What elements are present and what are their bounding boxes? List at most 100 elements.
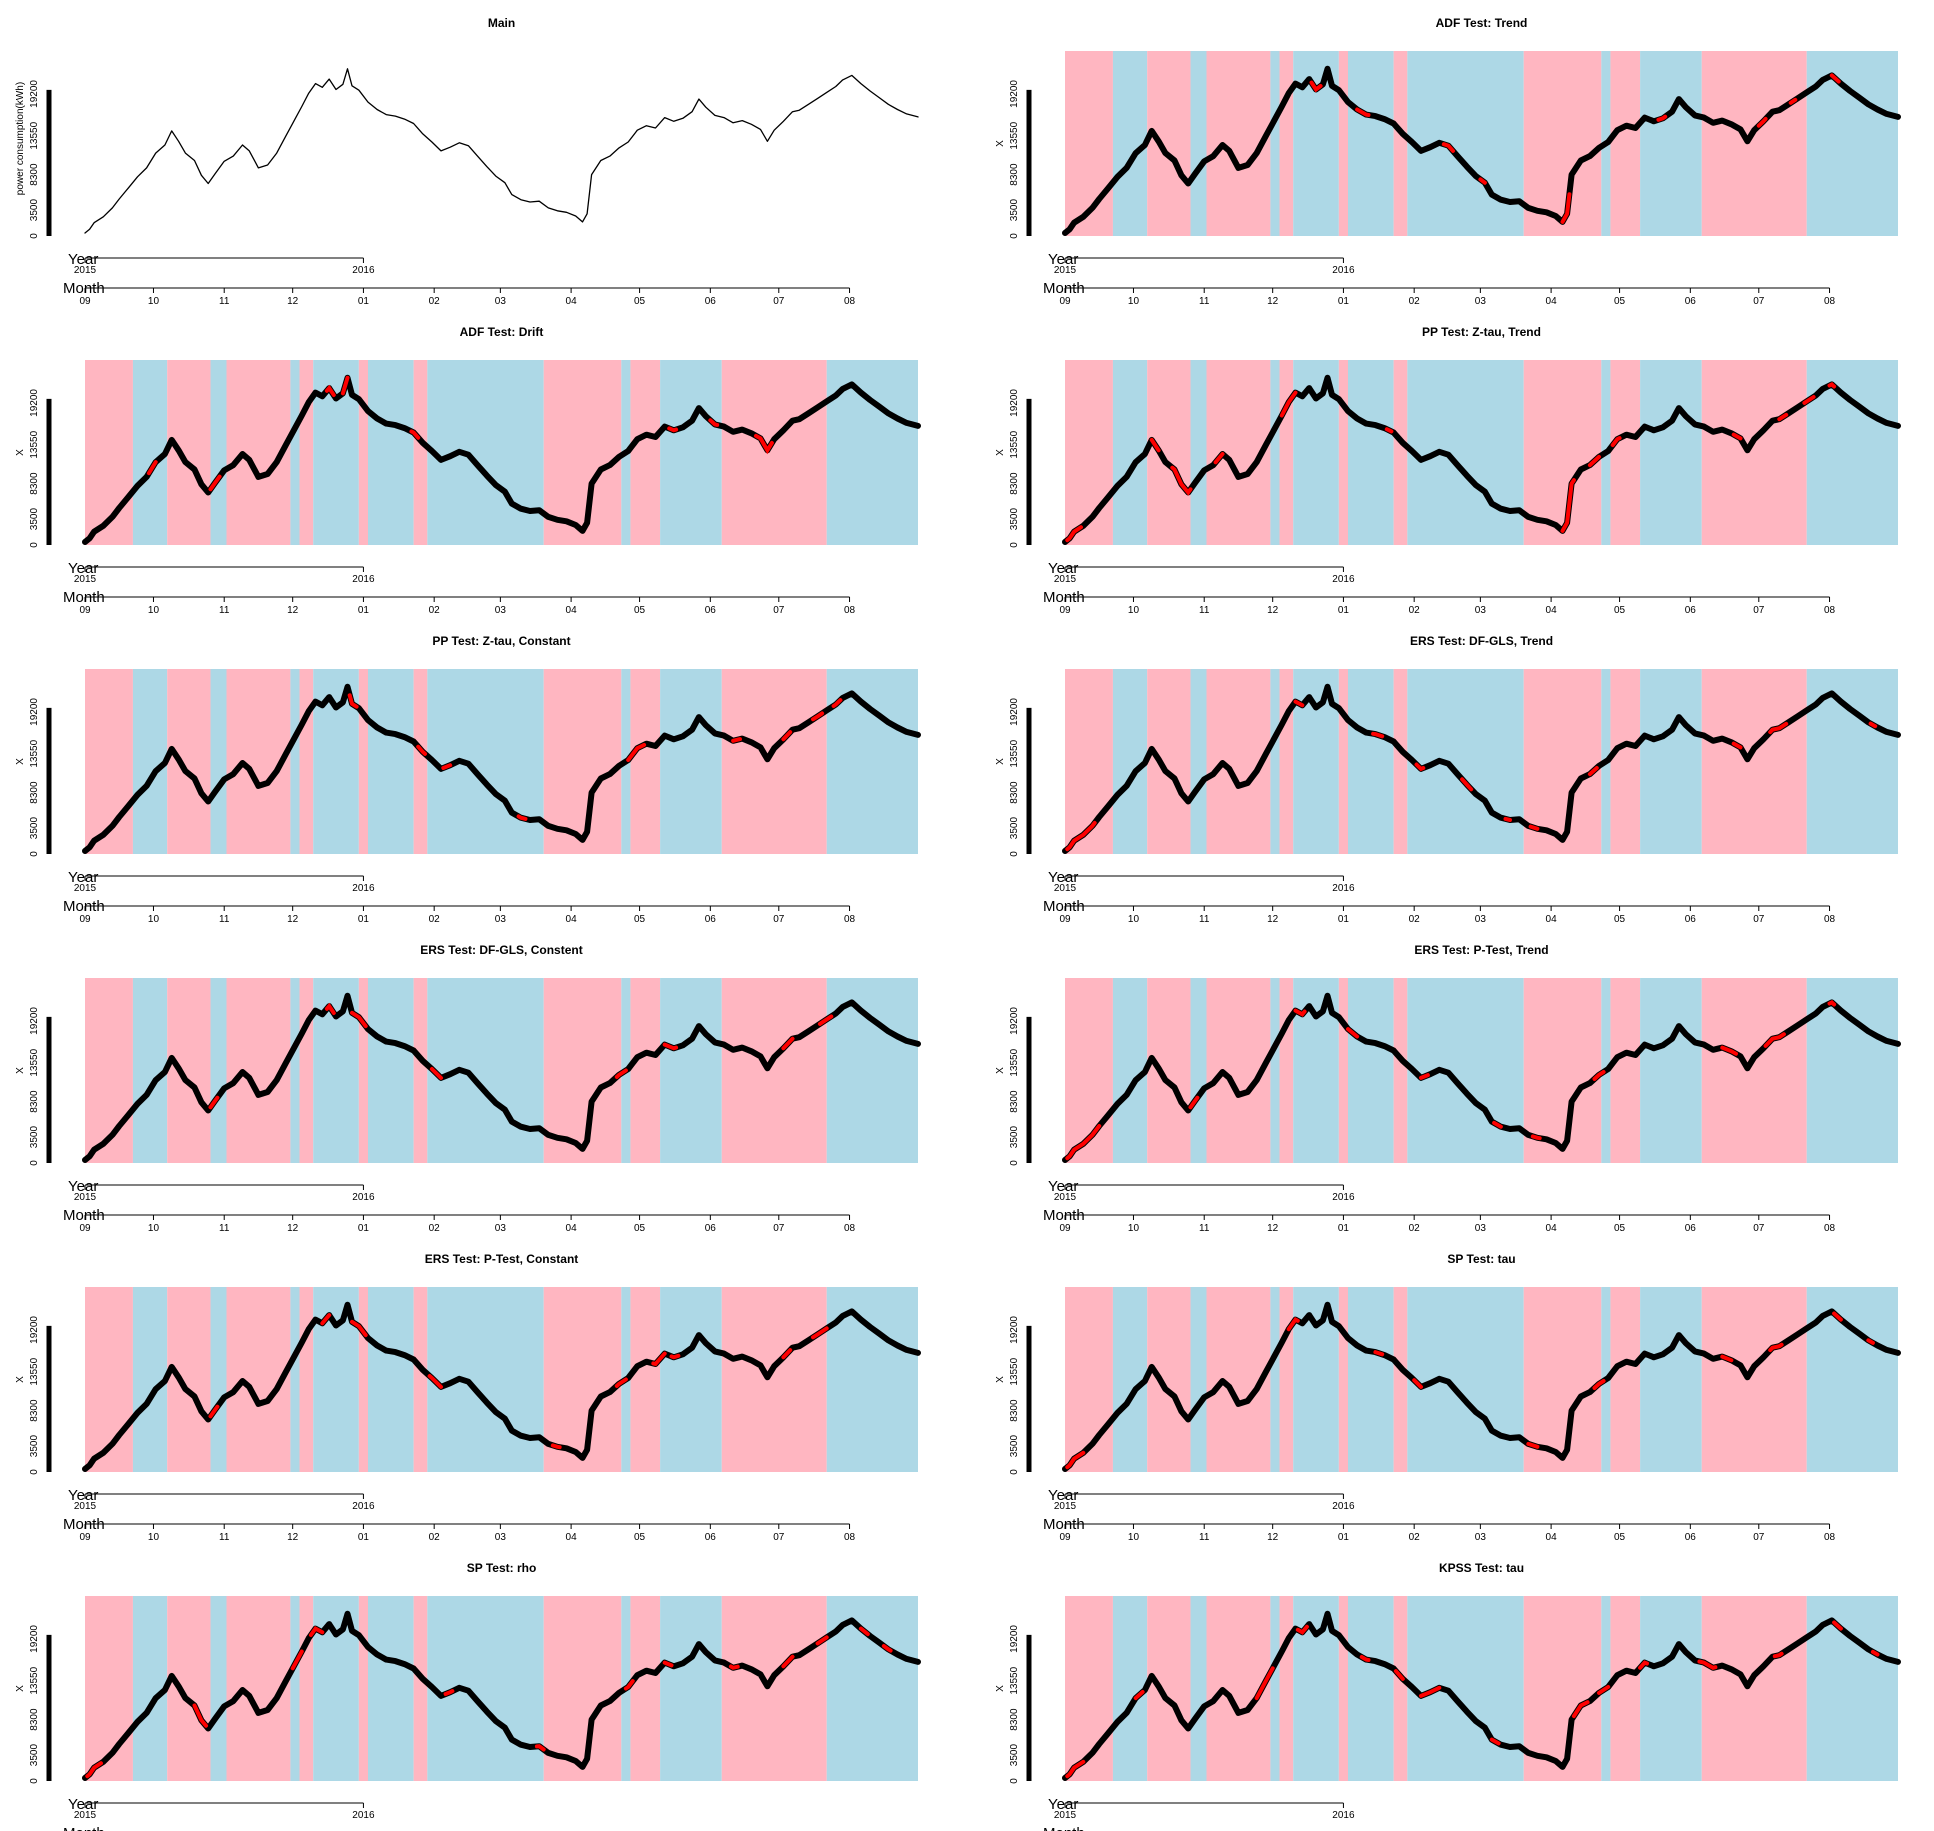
month-tick-label: 11: [1199, 1223, 1210, 1234]
month-tick-label: 11: [219, 605, 230, 616]
background-band: [1640, 1287, 1702, 1472]
panel-title: PP Test: Z-tau, Constant: [432, 634, 570, 648]
highlight-segment: [1697, 1659, 1718, 1670]
panel-title: KPSS Test: tau: [1439, 1561, 1524, 1575]
background-band: [290, 1596, 300, 1781]
background-band: [1147, 1596, 1191, 1781]
series-line: [1062, 374, 1901, 545]
highlight-segment: [1597, 1685, 1611, 1695]
background-band: [427, 360, 544, 545]
month-axis-title: Month: [63, 1825, 105, 1831]
background-band: [1640, 1596, 1702, 1781]
month-tick-label: 08: [1824, 605, 1836, 616]
background-band: [299, 1596, 314, 1781]
month-tick-label: 12: [1267, 1532, 1279, 1543]
panel: KPSS Test: tau 0 3500 8300 13550 19200 X 2015 20…: [995, 1561, 1901, 1831]
background-band: [1065, 978, 1113, 1163]
highlight-segment: [1478, 177, 1487, 185]
year-tick-label: 2015: [1054, 574, 1077, 585]
month-axis-title: Month: [1043, 1207, 1085, 1224]
background-band: [132, 1287, 168, 1472]
background-band: [1147, 360, 1191, 545]
month-tick-label: 02: [429, 1532, 441, 1543]
background-band: [1701, 1287, 1807, 1472]
background-band: [1190, 669, 1207, 854]
y-tick-label: 3500: [1009, 508, 1020, 531]
background-band: [630, 669, 661, 854]
highlight-segment: [1827, 382, 1837, 389]
month-tick-label: 04: [1546, 1223, 1558, 1234]
panel: SP Test: rho 0 3500 8300 13550 19200 X 2015 2016…: [15, 1561, 921, 1831]
month-tick-label: 10: [148, 1532, 160, 1543]
background-band: [358, 360, 368, 545]
month-tick-label: 09: [79, 914, 91, 925]
month-tick-label: 02: [1409, 914, 1421, 925]
background-band: [1347, 1596, 1394, 1781]
y-tick-label: 0: [29, 1778, 40, 1784]
y-axis-label: X: [15, 1685, 26, 1692]
year-axis-title: Year: [68, 1178, 98, 1195]
month-axis-title: Month: [63, 1516, 105, 1533]
y-tick-label: 8300: [1009, 1090, 1020, 1113]
highlight-segment: [781, 1036, 795, 1051]
background-band: [543, 1596, 622, 1781]
background-band: [1407, 669, 1524, 854]
highlight-segment: [667, 426, 679, 433]
panel-title: ERS Test: P-Test, Constant: [425, 1252, 579, 1266]
month-tick-label: 09: [79, 296, 91, 307]
background-band: [85, 1596, 133, 1781]
panel: PP Test: Z-tau, Trend 0 3500 8300 13550 19200…: [995, 325, 1901, 616]
month-tick-label: 07: [773, 1223, 785, 1234]
highlight-segment: [1346, 1027, 1360, 1039]
month-tick-label: 05: [1614, 296, 1626, 307]
y-axis-label: X: [995, 140, 1006, 147]
panel: ERS Test: P-Test, Constant 0 3500 8300 13550…: [15, 1252, 921, 1543]
background-band: [1523, 1287, 1602, 1472]
background-band: [721, 360, 827, 545]
background-band: [85, 669, 133, 854]
highlight-segment: [623, 1679, 635, 1691]
highlight-segment: [1560, 192, 1572, 224]
background-band: [413, 1287, 428, 1472]
y-axis-label: X: [15, 758, 26, 765]
highlight-segment: [443, 1689, 455, 1696]
panel-title: ADF Test: Trend: [1436, 16, 1528, 30]
highlight-segment: [1832, 1620, 1843, 1631]
background-band: [1701, 669, 1807, 854]
background-band: [630, 360, 661, 545]
year-tick-label: 2016: [1332, 1810, 1355, 1821]
y-tick-label: 3500: [29, 199, 40, 222]
month-tick-label: 05: [634, 605, 646, 616]
month-tick-label: 07: [1753, 1223, 1765, 1234]
month-tick-label: 12: [287, 1223, 299, 1234]
month-tick-label: 04: [1546, 1532, 1558, 1543]
background-band: [1338, 978, 1348, 1163]
highlight-segment: [858, 1626, 870, 1637]
background-band: [1065, 1596, 1113, 1781]
highlight-segment: [350, 1319, 368, 1338]
year-tick-label: 2015: [74, 883, 97, 894]
month-axis-title: Month: [1043, 1516, 1085, 1533]
year-tick-label: 2015: [74, 265, 97, 276]
highlight-segment: [192, 1703, 208, 1728]
background-band: [1270, 1287, 1280, 1472]
month-tick-label: 08: [1824, 914, 1836, 925]
y-tick-label: 13550: [1009, 739, 1020, 767]
panel: ERS Test: DF-GLS, Constent 0 3500 8300 13550…: [15, 943, 921, 1234]
month-tick-label: 11: [1199, 1532, 1210, 1543]
year-tick-label: 2016: [352, 265, 375, 276]
highlight-segment: [1393, 1669, 1405, 1681]
y-tick-label: 0: [29, 1469, 40, 1475]
highlight-segment: [1419, 1685, 1442, 1698]
highlight-segment: [1827, 1000, 1837, 1007]
background-band: [1112, 1596, 1148, 1781]
year-tick-label: 2016: [1332, 265, 1355, 276]
highlight-segment: [1802, 395, 1816, 405]
background-band: [1112, 669, 1148, 854]
background-band: [1338, 51, 1348, 236]
year-tick-label: 2015: [1054, 1192, 1077, 1203]
month-tick-label: 08: [844, 296, 856, 307]
month-tick-label: 02: [429, 296, 441, 307]
background-band: [210, 669, 227, 854]
month-tick-label: 01: [358, 914, 370, 925]
